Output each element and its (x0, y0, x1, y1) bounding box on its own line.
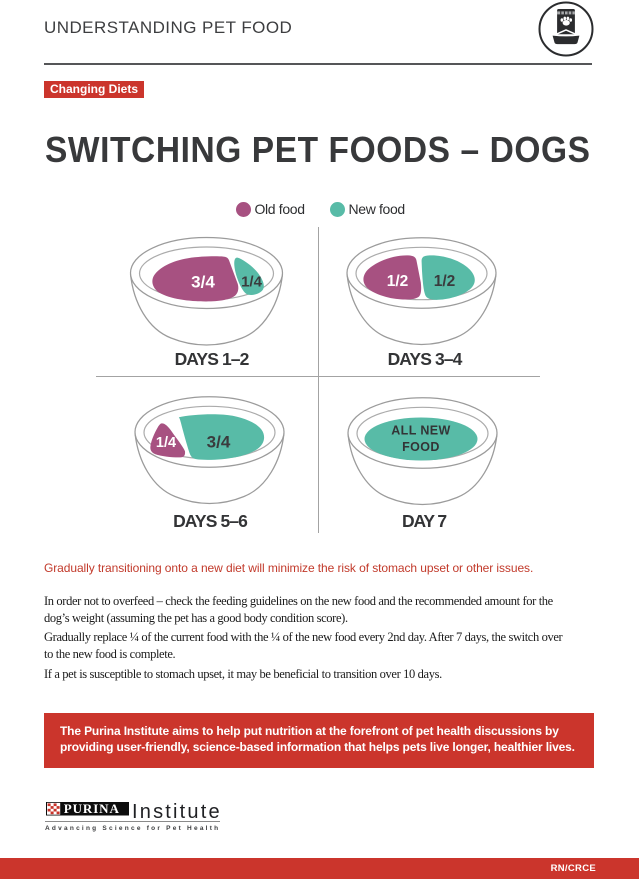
svg-text:ALL NEW: ALL NEW (391, 424, 451, 438)
svg-text:1/2: 1/2 (434, 273, 456, 290)
svg-text:1/2: 1/2 (387, 273, 409, 290)
svg-text:3/4: 3/4 (191, 273, 215, 292)
svg-text:FOOD: FOOD (402, 440, 440, 454)
svg-text:3/4: 3/4 (207, 433, 231, 452)
svg-text:1/4: 1/4 (156, 435, 176, 451)
svg-text:1/4: 1/4 (241, 274, 263, 291)
svg-text:PURINA: PURINA (64, 802, 120, 816)
